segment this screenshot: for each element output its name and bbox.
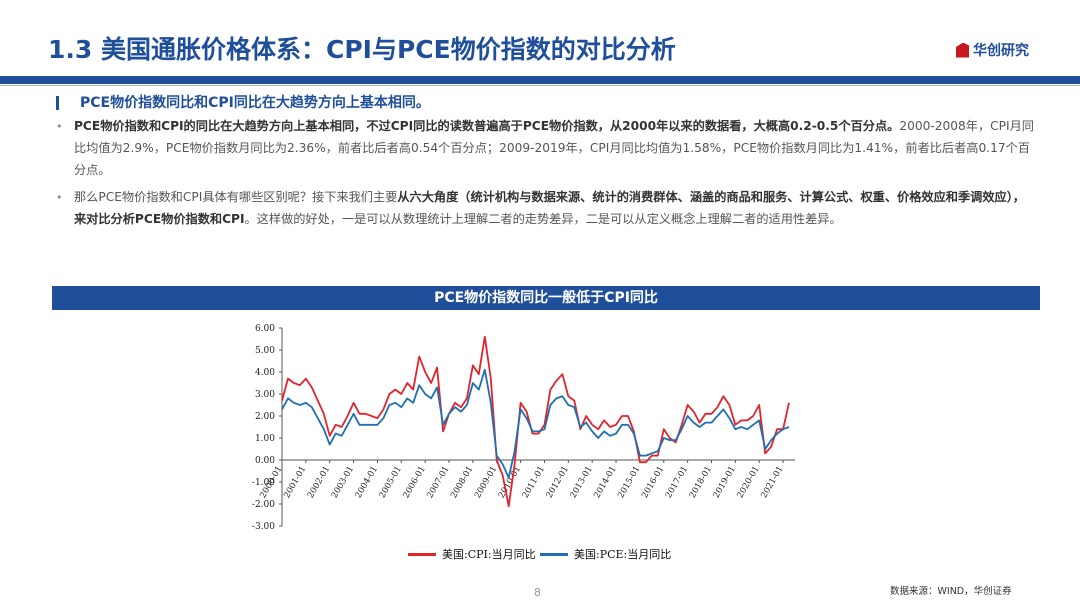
x-tick-label: 2011-01 — [521, 465, 547, 501]
y-tick-label: 2.00 — [255, 412, 275, 422]
page-number: 8 — [534, 586, 541, 599]
header-rule-thin — [0, 85, 1080, 86]
y-tick-label: 3.00 — [255, 390, 275, 400]
x-tick-label: 2013-01 — [568, 465, 594, 501]
y-tick-label: 0.00 — [255, 456, 275, 466]
legend-pce-label: 美国:PCE:当月同比 — [574, 548, 672, 561]
bullet-marker-1: • — [56, 120, 63, 133]
x-tick-label: 2017-01 — [664, 465, 690, 501]
x-tick-label: 2018-01 — [688, 465, 714, 501]
x-tick-label: 2009-01 — [473, 465, 499, 501]
x-tick-label: 2004-01 — [354, 465, 380, 501]
legend-cpi-swatch — [408, 552, 436, 556]
x-tick-label: 2002-01 — [306, 465, 332, 501]
x-tick-label: 2006-01 — [401, 465, 427, 501]
paragraph-1-rest: 2000-2008年，CPI月同比均值为2.9%，PCE物价指数月同比为2.36… — [74, 119, 1034, 177]
series-line-pce — [281, 368, 790, 479]
legend-cpi-label: 美国:CPI:当月同比 — [442, 548, 536, 561]
x-tick-label: 2019-01 — [712, 465, 738, 501]
x-tick-label: 2014-01 — [592, 465, 618, 501]
x-tick-label: 2005-01 — [378, 465, 404, 501]
legend-cpi: 美国:CPI:当月同比 — [408, 546, 536, 562]
chart-title-banner: PCE物价指数同比一般低于CPI同比 — [52, 286, 1040, 310]
paragraph-2-a: 那么PCE物价指数和CPI具体有哪些区别呢？接下来我们主要 — [74, 190, 398, 204]
paragraph-2-c: 。这样做的好处，一是可以从数理统计上理解二者的走势差异，二是可以从定义概念上理解… — [244, 212, 842, 226]
y-tick-label: 1.00 — [255, 434, 275, 444]
paragraph-2-bold: 从六大角度（统计机构与数据来源、统计的消费群体、涵盖的商品和服务、计算公式、权重… — [74, 190, 1025, 226]
subheading-marker — [56, 96, 59, 110]
paragraph-1-bold: PCE物价指数和CPI的同比在大趋势方向上基本相同，不过CPI同比的读数普遍高于… — [74, 119, 900, 133]
x-tick-label: 2003-01 — [330, 465, 356, 501]
subheading: PCE物价指数同比和CPI同比在大趋势方向上基本相同。 — [80, 95, 430, 111]
data-source: 数据来源：WIND，华创证券 — [890, 586, 1012, 597]
y-tick-label: -1.00 — [252, 478, 275, 488]
x-tick-label: 2001-01 — [282, 465, 308, 501]
x-tick-label: 2021-01 — [759, 465, 785, 501]
y-tick-label: 5.00 — [255, 346, 275, 356]
inflation-line-chart: 6.00 5.00 4.00 3.00 2.00 1.00 0.00 -1.00 -2.00 -3… — [252, 324, 795, 532]
x-tick-label: 2016-01 — [640, 465, 666, 501]
legend-pce-swatch — [540, 552, 568, 556]
y-tick-label: -3.00 — [252, 522, 275, 532]
bullet-marker-2: • — [56, 191, 63, 204]
x-tick-label: 2012-01 — [545, 465, 571, 501]
slide-title: 1.3 美国通胀价格体系：CPI与PCE物价指数的对比分析 — [48, 35, 676, 64]
series-line-cpi — [281, 335, 790, 508]
x-tick-label: 2007-01 — [425, 465, 451, 501]
paragraph-2: 那么PCE物价指数和CPI具体有哪些区别呢？接下来我们主要从六大角度（统计机构与… — [74, 186, 1034, 230]
y-tick-label: 4.00 — [255, 368, 275, 378]
logo-mark-icon — [956, 42, 969, 58]
x-tick-label: 2008-01 — [449, 465, 475, 501]
y-tick-label: 6.00 — [255, 324, 275, 334]
paragraph-1: PCE物价指数和CPI的同比在大趋势方向上基本相同，不过CPI同比的读数普遍高于… — [74, 115, 1034, 181]
brand-logo: 华创研究 — [956, 40, 1029, 60]
x-tick-label: 2015-01 — [616, 465, 642, 501]
y-tick-label: -2.00 — [252, 500, 275, 510]
logo-text: 华创研究 — [973, 43, 1029, 59]
header-rule — [0, 76, 1080, 84]
legend-pce: 美国:PCE:当月同比 — [540, 546, 671, 562]
x-tick-label: 2020-01 — [735, 465, 761, 501]
